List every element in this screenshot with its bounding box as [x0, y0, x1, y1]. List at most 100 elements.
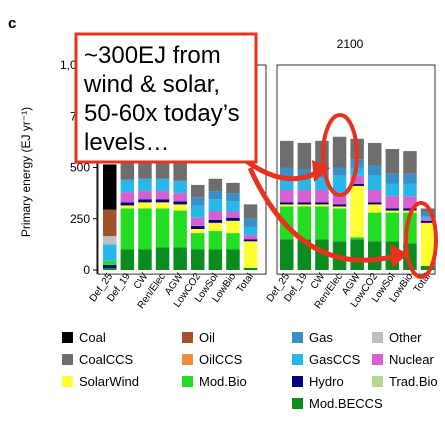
left-bar-2-nuclear [138, 191, 152, 200]
left-bar-0-hydro [103, 264, 117, 268]
right-bar-5-modbio [368, 212, 382, 242]
right-bar-6-nuclear [385, 196, 400, 209]
right-bar-5-coalccs [368, 142, 382, 166]
right-bar-0-hydro [280, 202, 294, 205]
callout-arrows [243, 157, 408, 268]
left-bar-8-modbeccs [243, 267, 258, 270]
left-bar-6-gasccs [208, 199, 223, 212]
panel-label: c [8, 15, 16, 32]
right-bar-8-hydro [420, 220, 435, 223]
left-bar-6-modbio [208, 231, 223, 250]
right-bar-8-gas [420, 212, 435, 217]
left-bar-2-solarwind [138, 202, 152, 209]
right-bar-8-gasccs [420, 216, 435, 219]
left-bar-3-modbio [155, 208, 170, 248]
legend-label: Mod.BECCS [309, 396, 383, 411]
right-bar-5-modbeccs [368, 241, 382, 270]
y-axis-label: Primary energy (EJ yr⁻¹) [19, 107, 33, 237]
left-bar-5-gas [191, 197, 205, 206]
arrow-head-total [390, 244, 408, 268]
left-bar-7-hydro [226, 217, 240, 221]
left-bar-2-hydro [138, 199, 152, 203]
legend-swatch [372, 354, 383, 365]
right-bar-2-solarwind [315, 204, 329, 207]
legend-item: Coal [62, 330, 106, 345]
legend-label: Trad.Bio [389, 374, 438, 389]
right-bar-2-modbio [315, 206, 329, 240]
legend-swatch [182, 354, 193, 365]
left-bar-5-gasccs [191, 205, 205, 218]
left-bar-0-coal [103, 164, 117, 210]
callout-line: ~300EJ from [84, 42, 221, 69]
legend-item: Trad.Bio [372, 374, 438, 389]
right-bar-6-hydro [385, 208, 400, 211]
right-bar-8-modbeccs [420, 265, 435, 270]
left-bar-0-modbeccs [103, 267, 117, 270]
left-bar-1-nuclear [120, 192, 135, 203]
legend-item: SolarWind [62, 374, 139, 389]
right-bar-1-coalccs [297, 142, 312, 170]
left-bar-5-modbio [191, 233, 205, 250]
legend-swatch [292, 398, 303, 409]
legend-item: Hydro [292, 374, 344, 389]
left-bar-4-coalccs [173, 160, 187, 181]
left-bar-0-gasccs [103, 244, 117, 261]
left-bar-8-solarwind [243, 241, 258, 268]
legend-label: OilCCS [199, 352, 243, 367]
highlight-ellipse-total [404, 201, 438, 279]
right-bar-7-coalccs [403, 151, 417, 174]
right-bar-0-solarwind [280, 204, 294, 207]
legend-swatch [372, 332, 383, 343]
right-panel-frame [276, 64, 436, 275]
legend-item: Nuclear [372, 352, 434, 367]
right-bar-4-modbeccs [350, 239, 364, 270]
right-bar-8-nuclear [420, 218, 435, 221]
legend-label: Coal [79, 330, 106, 345]
legend-item: GasCCS [292, 352, 361, 367]
right-bar-6-modbio [385, 212, 400, 242]
legend-swatch [182, 376, 193, 387]
left-bar-7-coalccs [226, 182, 240, 194]
legend-item: Gas [292, 330, 333, 345]
legend-swatch [292, 376, 303, 387]
right-bar-4-hydro [350, 183, 364, 186]
left-bar-5-solarwind [191, 229, 205, 234]
left-bar-2-modbeccs [138, 249, 152, 270]
right-bar-1-gasccs [297, 177, 312, 191]
right-bar-6-gasccs [385, 183, 400, 197]
left-bar-2-gasccs [138, 178, 152, 192]
arrow-to-total [247, 166, 397, 263]
right-bar-7-hydro [403, 208, 417, 211]
right-bar-2-nuclear [315, 190, 329, 203]
legend-item: Other [372, 330, 422, 345]
legend-item: OilCCS [182, 352, 243, 367]
right-bar-3-modbio [332, 208, 347, 242]
callout-line: 50-60x today’s [84, 100, 240, 127]
right-bar-7-gasccs [403, 183, 417, 197]
left-bar-4-modbeccs [173, 247, 187, 270]
panel-title-2100: 2100 [337, 37, 364, 51]
right-bar-3-hydro [332, 204, 347, 207]
right-bar-5-hydro [368, 202, 382, 205]
right-bar-5-gas [368, 165, 382, 176]
right-bar-7-gas [403, 173, 417, 184]
legend-label: Mod.Bio [199, 374, 247, 389]
right-bar-0-modbeccs [280, 239, 294, 270]
left-bar-3-gasccs [155, 178, 170, 192]
y-tick-label: 0 [83, 263, 90, 277]
legend: Coal Oil Gas Other CoalCCS OilCCS GasCCS Nuclea… [62, 330, 438, 411]
legend-swatch [62, 332, 73, 343]
left-bar-5-nuclear [191, 217, 205, 226]
left-bar-7-solarwind [226, 220, 240, 234]
left-bar-0-oil [103, 209, 117, 237]
right-bar-5-nuclear [368, 190, 382, 203]
right-bar-3-solarwind [332, 206, 347, 209]
left-plot-area [97, 64, 267, 275]
left-bar-1-modbio [120, 208, 135, 250]
right-bar-5-gasccs [368, 175, 382, 191]
left-bar-8-gasccs [243, 226, 258, 236]
left-bar-5-coalccs [191, 184, 205, 198]
callout-box [74, 32, 258, 164]
callout-line: wind & solar, [83, 71, 220, 98]
